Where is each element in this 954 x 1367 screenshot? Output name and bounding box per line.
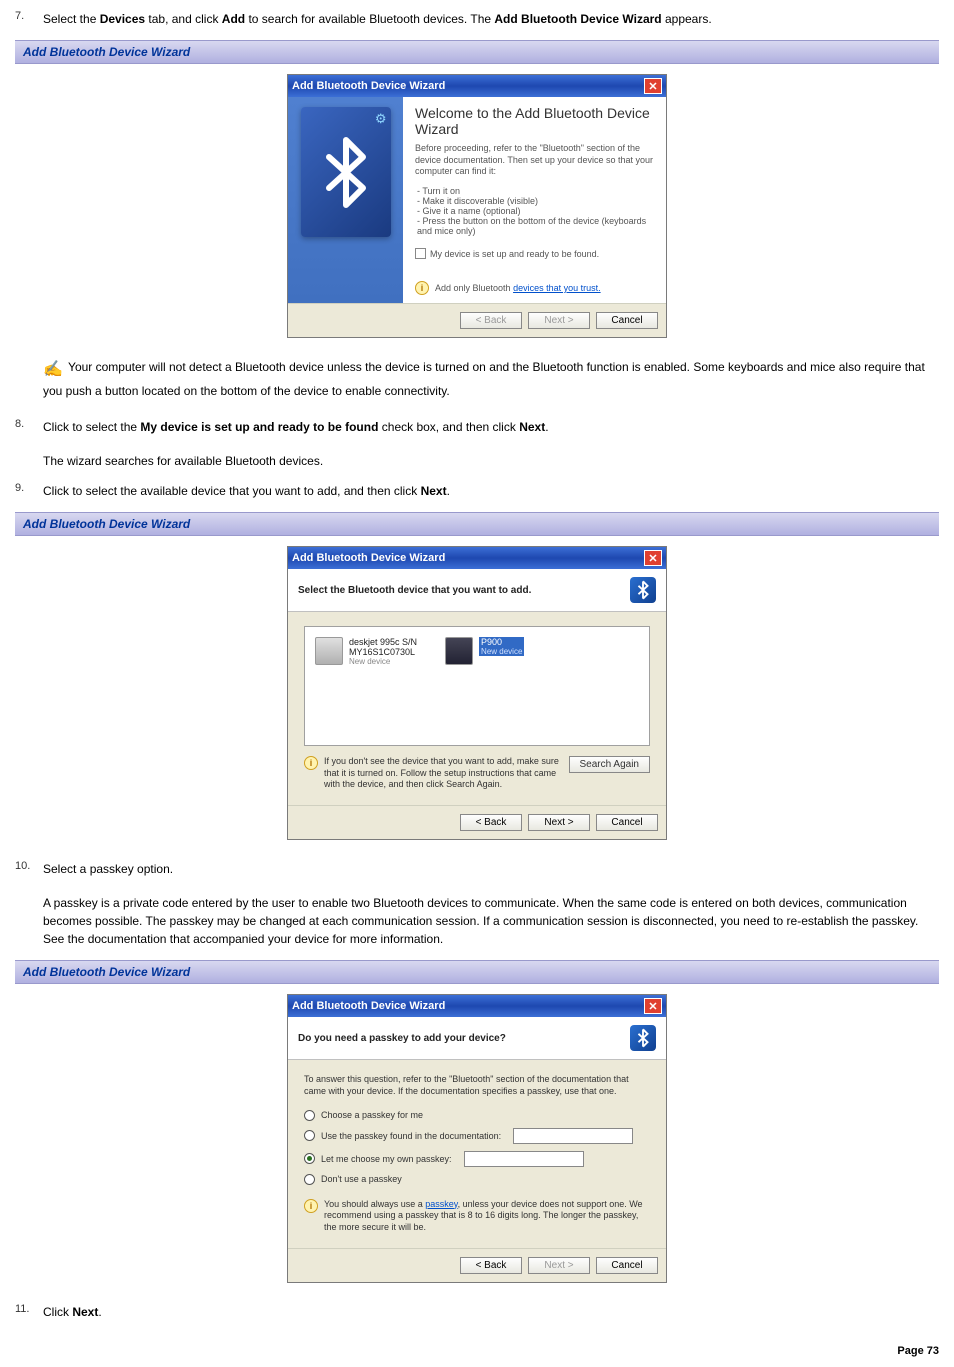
- step-7: 7. Select the Devices tab, and click Add…: [15, 10, 939, 28]
- button-row: < Back Next > Cancel: [288, 303, 666, 337]
- bluetooth-icon: [630, 577, 656, 603]
- titlebar: Add Bluetooth Device Wizard ✕: [288, 995, 666, 1017]
- dialog-title: Add Bluetooth Device Wizard: [292, 80, 445, 92]
- cancel-button[interactable]: Cancel: [596, 1257, 658, 1274]
- close-icon[interactable]: ✕: [644, 550, 662, 566]
- passkey-input[interactable]: [513, 1128, 633, 1144]
- wizard-header-title: Select the Bluetooth device that you wan…: [298, 585, 531, 596]
- hint-text: If you don't see the device that you wan…: [324, 756, 563, 791]
- step-11: 11. Click Next.: [15, 1303, 939, 1321]
- hint-row: i If you don't see the device that you w…: [304, 756, 650, 791]
- gear-icon: ⚙: [375, 111, 387, 127]
- step-number: 9.: [15, 482, 43, 500]
- warning-row: i You should always use a passkey, unles…: [304, 1199, 650, 1234]
- bluetooth-icon: ⚙: [301, 107, 391, 237]
- step-body: Select the Devices tab, and click Add to…: [43, 10, 939, 28]
- step-body: Click to select the available device tha…: [43, 482, 939, 500]
- wizard-list: - Turn it on - Make it discoverable (vis…: [415, 186, 654, 236]
- radio-icon[interactable]: [304, 1174, 315, 1185]
- back-button[interactable]: < Back: [460, 1257, 522, 1274]
- radio-icon[interactable]: [304, 1130, 315, 1141]
- screenshot-2: Add Bluetooth Device Wizard ✕ Select the…: [15, 546, 939, 840]
- info-icon: i: [415, 281, 429, 295]
- printer-icon: [315, 637, 343, 665]
- step-sub: The wizard searches for available Blueto…: [43, 452, 939, 470]
- checkbox-icon[interactable]: [415, 248, 426, 259]
- step-10: 10. Select a passkey option. A passkey i…: [15, 860, 939, 948]
- radio-choose-own[interactable]: Let me choose my own passkey:: [304, 1151, 650, 1167]
- radio-dont-use[interactable]: Don't use a passkey: [304, 1174, 650, 1185]
- step-number: 11.: [15, 1303, 43, 1321]
- phone-icon: [445, 637, 473, 665]
- wizard-header-title: Do you need a passkey to add your device…: [298, 1033, 506, 1044]
- step-number: 8.: [15, 418, 43, 470]
- back-button[interactable]: < Back: [460, 312, 522, 329]
- step-9: 9. Click to select the available device …: [15, 482, 939, 500]
- screenshot-1: Add Bluetooth Device Wizard ✕ ⚙ Welcome …: [15, 74, 939, 338]
- dialog-title: Add Bluetooth Device Wizard: [292, 552, 445, 564]
- ready-checkbox-row[interactable]: My device is set up and ready to be foun…: [415, 248, 654, 259]
- dialog-select-device: Add Bluetooth Device Wizard ✕ Select the…: [287, 546, 667, 840]
- section-heading-3: Add Bluetooth Device Wizard: [15, 960, 939, 984]
- radio-use-documentation[interactable]: Use the passkey found in the documentati…: [304, 1128, 650, 1144]
- info-icon: i: [304, 756, 318, 770]
- note-icon: ✍: [43, 361, 63, 378]
- button-row: < Back Next > Cancel: [288, 805, 666, 839]
- dialog-welcome: Add Bluetooth Device Wizard ✕ ⚙ Welcome …: [287, 74, 667, 338]
- passkey-intro: To answer this question, refer to the "B…: [304, 1074, 650, 1097]
- titlebar: Add Bluetooth Device Wizard ✕: [288, 75, 666, 97]
- radio-icon[interactable]: [304, 1153, 315, 1164]
- wizard-content: deskjet 995c S/N MY16S1C0730L New device…: [288, 612, 666, 805]
- step-number: 10.: [15, 860, 43, 948]
- wizard-title: Welcome to the Add Bluetooth Device Wiza…: [415, 105, 654, 137]
- device-list: deskjet 995c S/N MY16S1C0730L New device…: [304, 626, 650, 746]
- section-heading-1: Add Bluetooth Device Wizard: [15, 40, 939, 64]
- section-heading-2: Add Bluetooth Device Wizard: [15, 512, 939, 536]
- radio-choose-for-me[interactable]: Choose a passkey for me: [304, 1110, 650, 1121]
- checkbox-label: My device is set up and ready to be foun…: [430, 249, 599, 259]
- wizard-content: To answer this question, refer to the "B…: [288, 1060, 666, 1247]
- dialog-title: Add Bluetooth Device Wizard: [292, 1000, 445, 1012]
- device-item-printer[interactable]: deskjet 995c S/N MY16S1C0730L New device: [315, 637, 417, 666]
- close-icon[interactable]: ✕: [644, 998, 662, 1014]
- search-again-button[interactable]: Search Again: [569, 756, 651, 773]
- step-body: Select a passkey option. A passkey is a …: [43, 860, 939, 948]
- info-icon: i: [304, 1199, 318, 1213]
- note-text: Your computer will not detect a Bluetoot…: [43, 360, 925, 398]
- screenshot-3: Add Bluetooth Device Wizard ✕ Do you nee…: [15, 994, 939, 1282]
- next-button[interactable]: Next >: [528, 814, 590, 831]
- back-button[interactable]: < Back: [460, 814, 522, 831]
- note-block: ✍ Your computer will not detect a Blueto…: [43, 358, 939, 400]
- passkey-link[interactable]: passkey: [425, 1199, 457, 1209]
- dialog-passkey: Add Bluetooth Device Wizard ✕ Do you nee…: [287, 994, 667, 1282]
- button-row: < Back Next > Cancel: [288, 1248, 666, 1282]
- next-button[interactable]: Next >: [528, 312, 590, 329]
- step-body: Click Next.: [43, 1303, 939, 1321]
- wizard-content: Welcome to the Add Bluetooth Device Wiza…: [403, 97, 666, 303]
- device-item-phone[interactable]: P900 New device: [445, 637, 524, 665]
- radio-icon[interactable]: [304, 1110, 315, 1121]
- step-number: 7.: [15, 10, 43, 28]
- wizard-intro: Before proceeding, refer to the "Bluetoo…: [415, 143, 654, 178]
- step-8: 8. Click to select the My device is set …: [15, 418, 939, 470]
- wizard-header: Select the Bluetooth device that you wan…: [288, 569, 666, 612]
- close-icon[interactable]: ✕: [644, 78, 662, 94]
- wizard-sidebar: ⚙: [288, 97, 403, 303]
- passkey-description: A passkey is a private code entered by t…: [43, 894, 939, 948]
- step-body: Click to select the My device is set up …: [43, 418, 939, 470]
- next-button[interactable]: Next >: [528, 1257, 590, 1274]
- cancel-button[interactable]: Cancel: [596, 814, 658, 831]
- cancel-button[interactable]: Cancel: [596, 312, 658, 329]
- titlebar: Add Bluetooth Device Wizard ✕: [288, 547, 666, 569]
- trust-link-row: i Add only Bluetooth devices that you tr…: [415, 273, 654, 295]
- bluetooth-icon: [630, 1025, 656, 1051]
- trust-link[interactable]: devices that you trust.: [513, 283, 601, 293]
- passkey-input[interactable]: [464, 1151, 584, 1167]
- warning-text: You should always use a passkey, unless …: [324, 1199, 650, 1234]
- wizard-header: Do you need a passkey to add your device…: [288, 1017, 666, 1060]
